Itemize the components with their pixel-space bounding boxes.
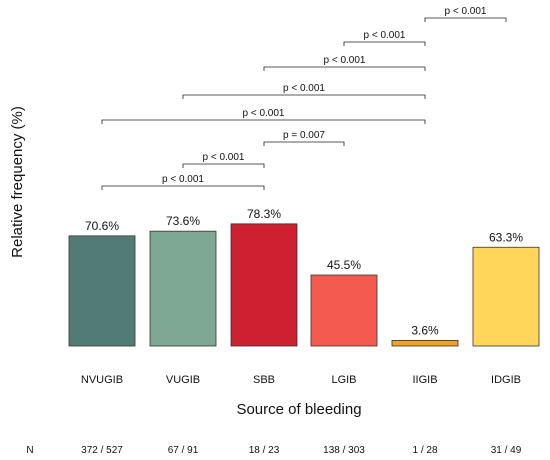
value-label-sbb: 78.3%	[247, 207, 281, 221]
comparison-bracket-3	[263, 141, 345, 146]
bar-sbb	[230, 223, 298, 347]
bars-group	[68, 223, 540, 347]
value-label-nvugib: 70.6%	[85, 219, 119, 233]
category-label-vugib: VUGIB	[166, 374, 200, 386]
comparison-bracket-4	[101, 119, 426, 124]
bar-vugib	[149, 230, 217, 347]
value-label-idgib: 63.3%	[489, 230, 523, 244]
x-axis-label: Source of bleeding	[236, 401, 361, 418]
p-value-label-5: p < 0.001	[283, 83, 325, 94]
comparison-bracket-8	[424, 17, 507, 22]
p-value-label-3: p = 0.007	[283, 130, 325, 141]
comparison-brackets: p < 0.001 p < 0.001 p = 0.007 p < 0.001 p < …	[101, 6, 507, 190]
n-value-lgib: 138 / 303	[323, 445, 365, 456]
value-label-lgib: 45.5%	[327, 258, 361, 272]
category-label-nvugib: NVUGIB	[81, 374, 123, 386]
p-value-label-2: p < 0.001	[203, 152, 245, 163]
p-value-label-1: p < 0.001	[162, 174, 204, 185]
value-label-vugib: 73.6%	[166, 214, 200, 228]
category-label-lgib: LGIB	[331, 374, 356, 386]
labels-group: 70.6% NVUGIB 372 / 527 73.6% VUGIB 67 / 91 78.…	[81, 207, 523, 456]
category-label-idgib: IDGIB	[491, 374, 521, 386]
p-value-label-7: p < 0.001	[364, 30, 406, 41]
bar-idgib	[472, 246, 540, 347]
value-label-iigib: 3.6%	[411, 323, 439, 337]
p-value-label-4: p < 0.001	[243, 108, 285, 119]
n-value-sbb: 18 / 23	[249, 445, 280, 456]
n-value-iigib: 1 / 28	[412, 445, 437, 456]
p-value-label-6: p < 0.001	[324, 55, 366, 66]
comparison-bracket-2	[182, 163, 265, 168]
bar-iigib	[391, 339, 459, 347]
comparison-bracket-5	[182, 94, 426, 99]
bar-nvugib	[68, 235, 136, 347]
n-value-idgib: 31 / 49	[491, 445, 522, 456]
category-label-sbb: SBB	[253, 374, 275, 386]
comparison-bracket-1	[101, 185, 265, 190]
n-value-nvugib: 372 / 527	[81, 445, 123, 456]
y-axis-label: Relative frequency (%)	[9, 106, 26, 258]
n-value-vugib: 67 / 91	[168, 445, 199, 456]
n-label: N	[26, 445, 33, 456]
comparison-bracket-6	[263, 66, 426, 71]
p-value-label-8: p < 0.001	[445, 6, 487, 17]
category-label-iigib: IIGIB	[412, 374, 437, 386]
bar-lgib	[310, 274, 378, 347]
comparison-bracket-7	[343, 41, 426, 46]
